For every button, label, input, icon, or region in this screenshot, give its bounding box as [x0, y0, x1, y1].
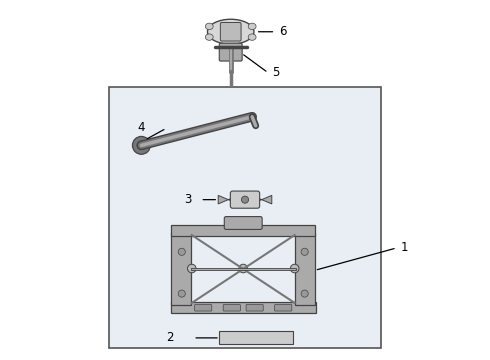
FancyBboxPatch shape — [171, 233, 191, 305]
FancyBboxPatch shape — [109, 87, 381, 348]
Ellipse shape — [205, 23, 213, 30]
Polygon shape — [218, 195, 232, 204]
Text: 6: 6 — [279, 25, 287, 38]
Text: 1: 1 — [400, 241, 408, 255]
FancyBboxPatch shape — [171, 302, 316, 313]
FancyBboxPatch shape — [224, 217, 262, 229]
Circle shape — [188, 264, 196, 273]
Text: 3: 3 — [184, 193, 192, 206]
Circle shape — [301, 248, 308, 255]
FancyBboxPatch shape — [220, 43, 242, 61]
FancyBboxPatch shape — [246, 305, 263, 311]
Ellipse shape — [207, 19, 254, 44]
Circle shape — [178, 290, 185, 297]
Ellipse shape — [205, 34, 213, 40]
Text: 5: 5 — [272, 66, 279, 79]
Circle shape — [137, 141, 146, 150]
FancyBboxPatch shape — [295, 233, 316, 305]
FancyBboxPatch shape — [220, 22, 241, 41]
Ellipse shape — [248, 34, 256, 40]
Polygon shape — [258, 195, 272, 204]
FancyBboxPatch shape — [275, 305, 292, 311]
Text: 2: 2 — [166, 332, 173, 345]
Circle shape — [178, 248, 185, 255]
Text: 4: 4 — [138, 121, 145, 134]
FancyBboxPatch shape — [219, 332, 293, 344]
FancyBboxPatch shape — [195, 305, 212, 311]
FancyBboxPatch shape — [223, 305, 241, 311]
Circle shape — [301, 290, 308, 297]
FancyBboxPatch shape — [171, 225, 316, 236]
Circle shape — [242, 196, 248, 203]
Circle shape — [291, 264, 299, 273]
Circle shape — [239, 264, 247, 273]
Ellipse shape — [248, 23, 256, 30]
FancyBboxPatch shape — [230, 191, 260, 208]
Circle shape — [132, 136, 150, 154]
